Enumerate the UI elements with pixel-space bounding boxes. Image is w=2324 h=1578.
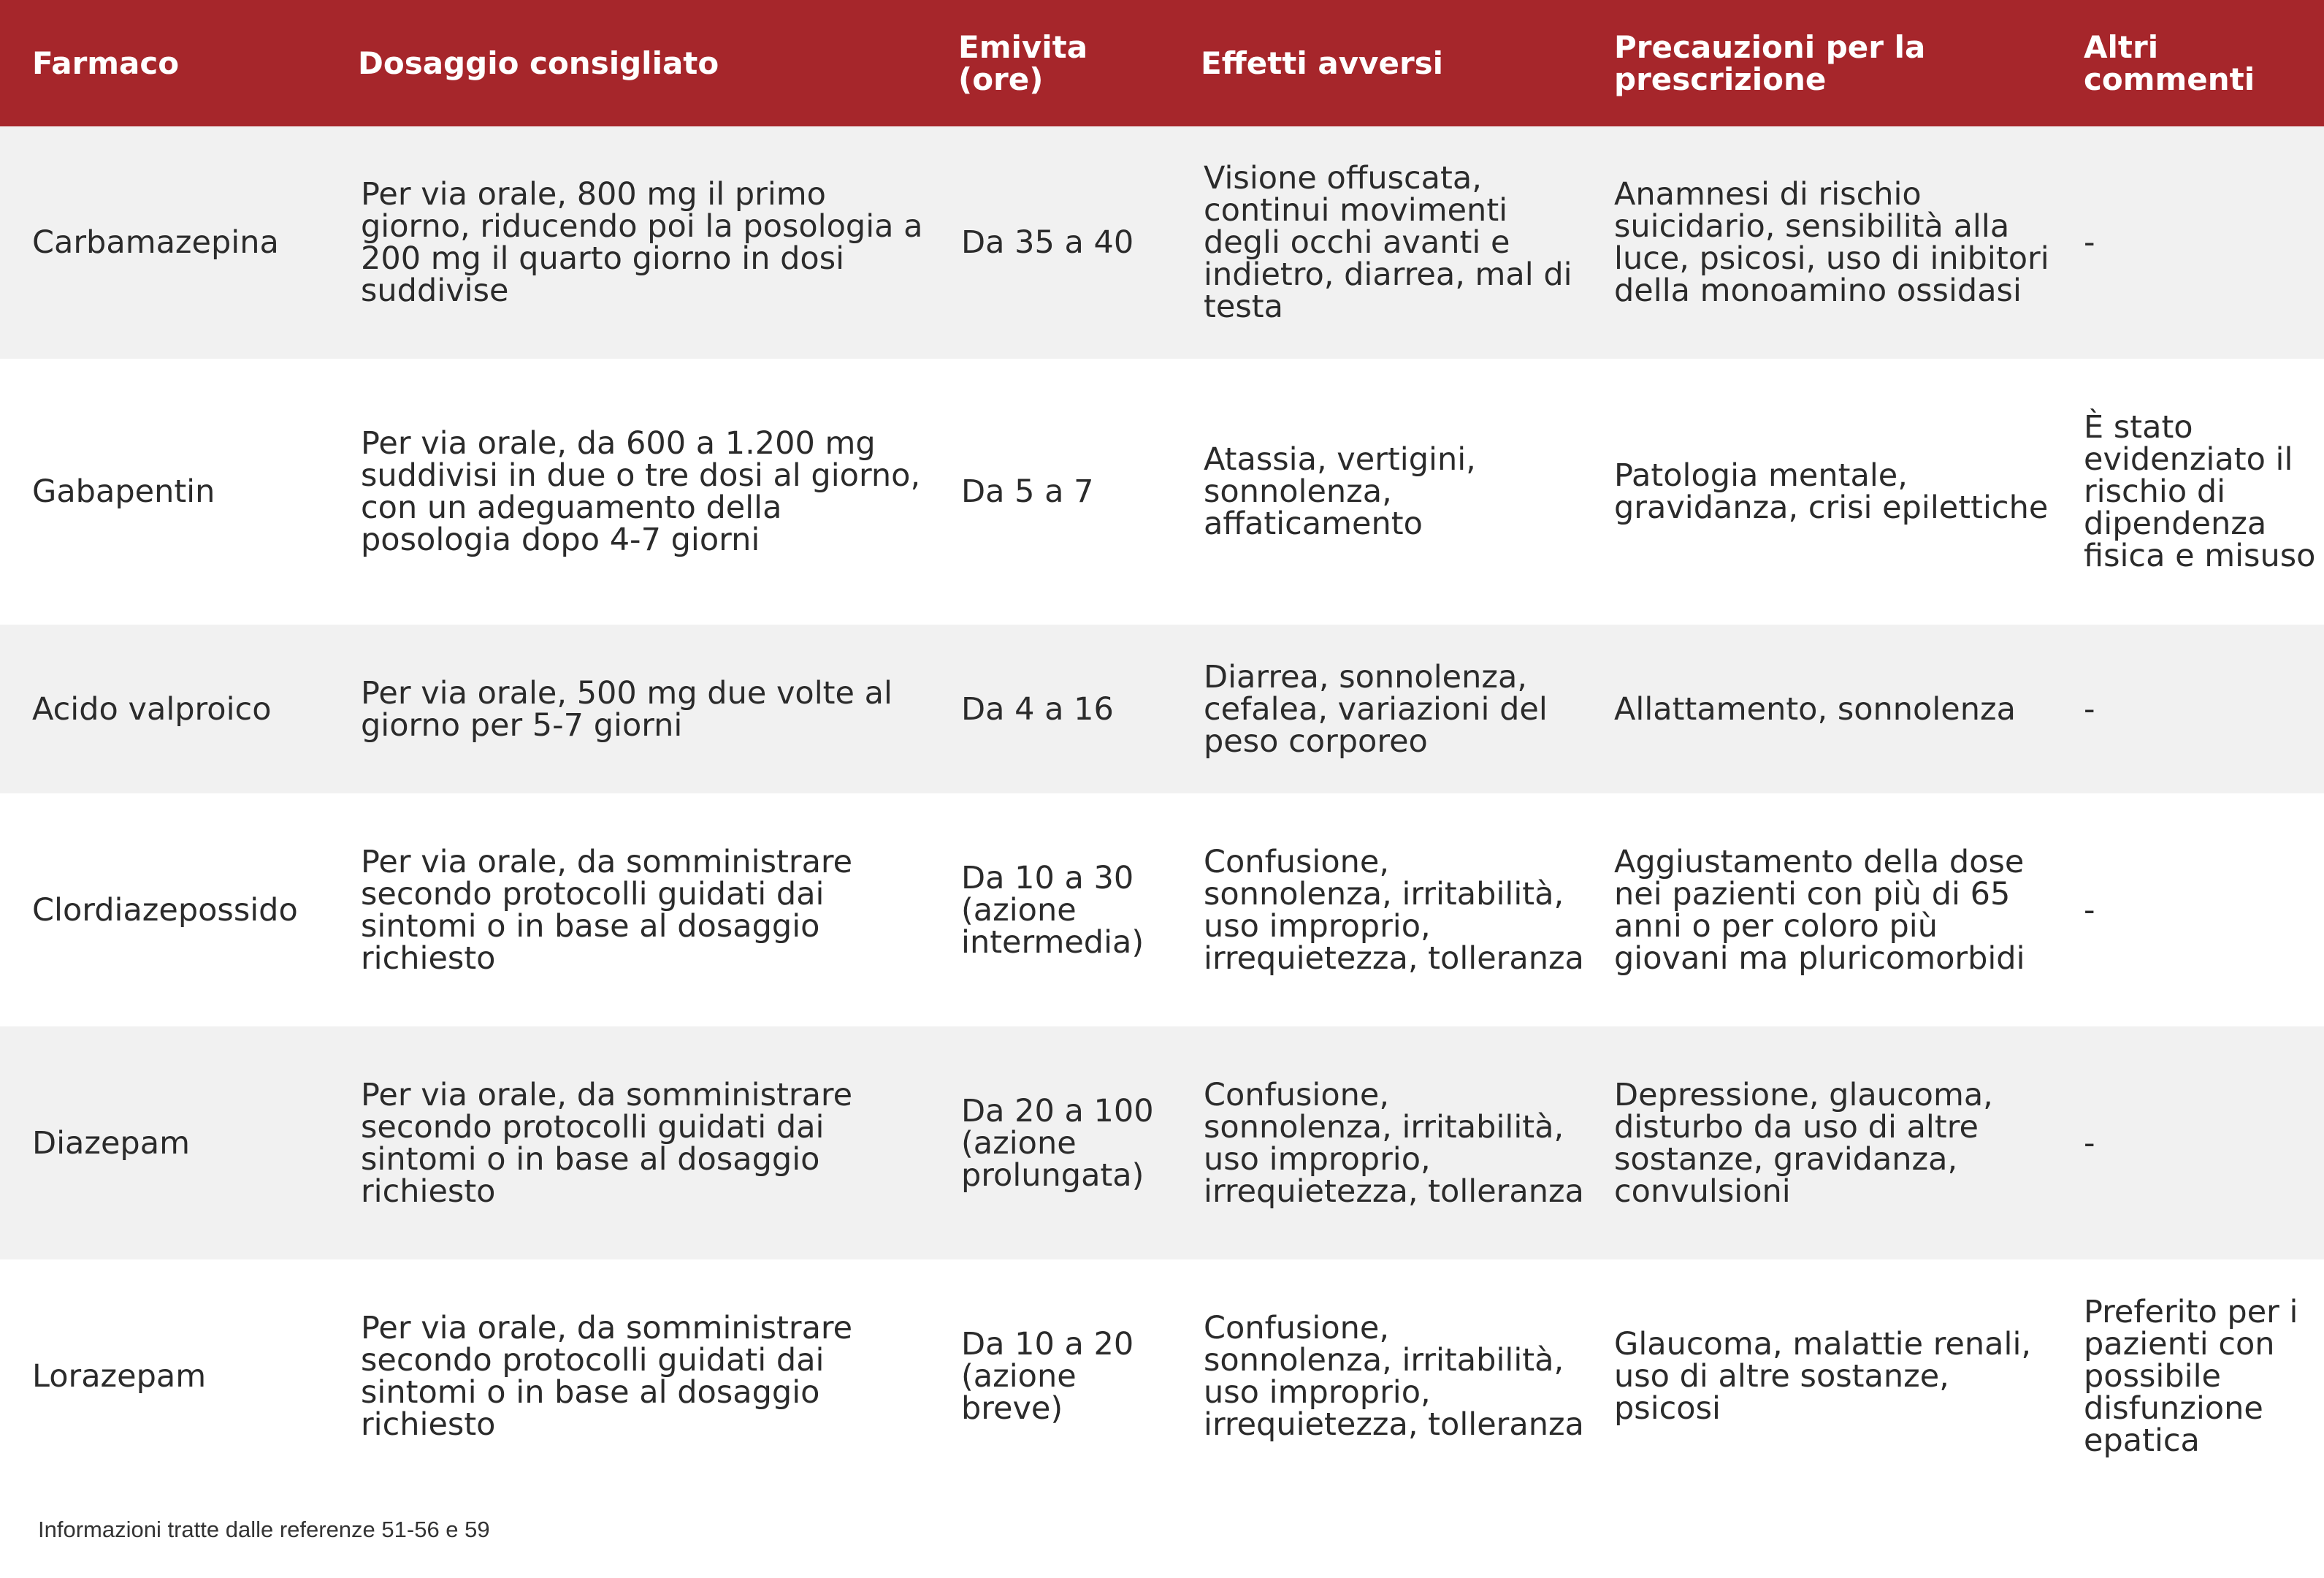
table-row: Clordiazepossido Per via orale, da sommi… [0,793,2324,1026]
cell-farmaco: Clordiazepossido [32,891,298,929]
cell-dosaggio: Per via orale, 800 mg il primo giorno, r… [361,176,923,309]
cell-emivita: Da 20 a 100 (azione prolungata) [961,1092,1154,1194]
cell-precauzioni: Allattamento, sonnolenza [1614,690,2016,728]
cell-farmaco: Gabapentin [32,473,215,510]
header-farmaco: Farmaco [32,45,180,81]
source-footnote: Informazioni tratte dalle referenze 51-5… [38,1517,490,1542]
cell-dosaggio: Per via orale, da somministrare secondo … [361,1076,853,1210]
table-row: Acido valproico Per via orale, 500 mg du… [0,625,2324,793]
cell-dosaggio: Per via orale, da 600 a 1.200 mg suddivi… [361,425,921,558]
cell-emivita: Da 5 a 7 [961,473,1094,510]
cell-commenti: - [2084,224,2095,261]
header-dosaggio: Dosaggio consigliato [358,45,719,81]
cell-commenti: È stato evidenziato il rischio di dipend… [2084,409,2316,574]
cell-precauzioni: Aggiustamento della dose nei pazienti co… [1614,843,2025,977]
cell-precauzioni: Anamnesi di rischio suicidario, sensibil… [1614,176,2049,309]
header-precauzioni: Precauzioni per la prescrizione [1614,28,1926,97]
table-row: Diazepam Per via orale, da somministrare… [0,1026,2324,1259]
table-row: Gabapentin Per via orale, da 600 a 1.200… [0,359,2324,625]
header-commenti: Altri commenti [2084,28,2255,97]
cell-farmaco: Acido valproico [32,690,272,728]
cell-precauzioni: Depressione, glaucoma, disturbo da uso d… [1614,1076,1993,1210]
cell-farmaco: Carbamazepina [32,224,279,261]
cell-effetti: Atassia, vertigini, sonnolenza, affatica… [1204,441,1476,542]
cell-emivita: Da 4 a 16 [961,690,1114,728]
cell-farmaco: Diazepam [32,1124,190,1162]
drug-table: Farmaco Dosaggio consigliato Emivita (or… [0,0,2324,1493]
cell-emivita: Da 10 a 30 (azione intermedia) [961,859,1144,961]
header-effetti: Effetti avversi [1201,45,1444,81]
cell-effetti: Confusione, sonnolenza, irritabilità, us… [1204,1076,1584,1210]
cell-precauzioni: Patologia mentale, gravidanza, crisi epi… [1614,457,2049,526]
table-row: Lorazepam Per via orale, da somministrar… [0,1259,2324,1493]
cell-effetti: Visione offuscata, continui movimenti de… [1204,160,1572,325]
table-header: Farmaco Dosaggio consigliato Emivita (or… [0,0,2324,126]
cell-effetti: Confusione, sonnolenza, irritabilità, us… [1204,843,1584,977]
cell-emivita: Da 35 a 40 [961,224,1134,261]
cell-effetti: Confusione, sonnolenza, irritabilità, us… [1204,1310,1584,1443]
cell-farmaco: Lorazepam [32,1358,207,1395]
cell-dosaggio: Per via orale, da somministrare secondo … [361,1310,853,1443]
cell-commenti: - [2084,690,2095,728]
cell-dosaggio: Per via orale, 500 mg due volte al giorn… [361,674,892,744]
cell-commenti: - [2084,891,2095,929]
cell-precauzioni: Glaucoma, malattie renali, uso di altre … [1614,1326,2032,1427]
cell-effetti: Diarrea, sonnolenza, cefalea, variazioni… [1204,658,1548,760]
cell-emivita: Da 10 a 20 (azione breve) [961,1326,1134,1427]
cell-dosaggio: Per via orale, da somministrare secondo … [361,843,853,977]
cell-commenti: Preferito per i pazienti con possibile d… [2084,1294,2298,1459]
cell-commenti: - [2084,1124,2095,1162]
table-row: Carbamazepina Per via orale, 800 mg il p… [0,126,2324,359]
header-emivita: Emivita (ore) [958,28,1088,97]
